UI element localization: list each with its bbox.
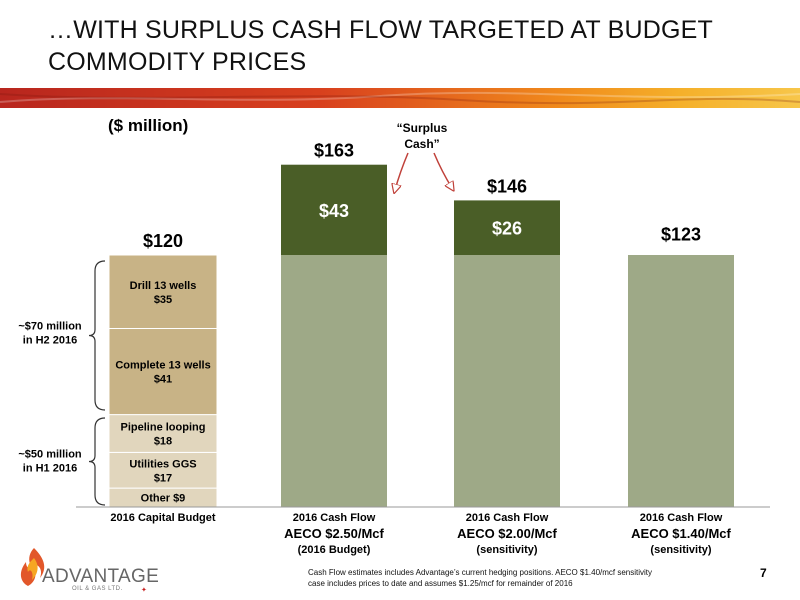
slide-title: …WITH SURPLUS CASH FLOW TARGETED AT BUDG… <box>48 16 713 76</box>
header-band <box>0 88 800 108</box>
surplus-cash-bar <box>454 200 560 255</box>
surplus-cash-bar <box>281 164 387 255</box>
bar-total-label: $123 <box>661 225 701 245</box>
category-label-line3: (sensitivity) <box>650 544 711 556</box>
category-label-line1: 2016 Cash Flow <box>640 512 723 524</box>
h1-annotation-line2: in H1 2016 <box>23 463 77 475</box>
bar-total-label: $120 <box>143 231 183 251</box>
category-label-line2: AECO $1.40/Mcf <box>631 526 731 541</box>
surplus-arrow-right <box>433 152 452 188</box>
budget-segment-bar <box>108 328 218 416</box>
flame-icon <box>20 548 45 586</box>
budget-segment-label: Drill 13 wells <box>130 280 197 292</box>
footnote: Cash Flow estimates includes Advantage’s… <box>308 567 728 589</box>
h1-brace <box>88 417 106 506</box>
h2-annotation-line1: ~$70 million <box>18 321 82 333</box>
category-label-line3: (2016 Budget) <box>298 544 371 556</box>
budget-segment-bar <box>108 414 218 453</box>
maple-leaf-icon: ✦ <box>141 587 147 594</box>
surplus-value-label: $43 <box>319 201 349 221</box>
h2-brace <box>88 260 106 411</box>
cash-flow-chart: Other $9 Utilities GGS $17 Pipeline looping… <box>18 121 770 556</box>
cash-flow-base-bar <box>281 255 387 507</box>
category-label-line3: (sensitivity) <box>476 544 537 556</box>
band-texture <box>0 91 800 105</box>
category-label-line1: 2016 Cash Flow <box>466 512 549 524</box>
unit-label: ($ million) <box>108 116 189 135</box>
category-label-line2: AECO $2.50/Mcf <box>284 526 384 541</box>
budget-segment-bar <box>108 254 218 329</box>
surplus-callout-line2: Cash” <box>404 137 439 151</box>
cash-flow-base-bar <box>628 255 734 507</box>
footnote-line-2: case includes prices to date and assumes… <box>308 579 573 588</box>
budget-segment-label: Pipeline looping <box>121 422 206 434</box>
category-label-line1: 2016 Capital Budget <box>110 512 215 524</box>
budget-segment-value: $18 <box>154 436 172 448</box>
category-label-line1: 2016 Cash Flow <box>293 512 376 524</box>
page-number: 7 <box>760 566 767 580</box>
budget-segment-label: Utilities GGS <box>129 458 196 470</box>
cash-flow-base-bar <box>454 255 560 507</box>
budget-segment-value: $35 <box>154 294 172 306</box>
footnote-line-1: Cash Flow estimates includes Advantage’s… <box>308 568 653 577</box>
logo-subtext: OIL & GAS LTD. <box>72 586 123 592</box>
logo-text: ADVANTAGE <box>42 566 160 587</box>
h2-annotation-line2: in H2 2016 <box>23 335 77 347</box>
bar-total-label: $163 <box>314 141 354 161</box>
company-logo: ADVANTAGE OIL & GAS LTD. ✦ <box>14 544 164 594</box>
bar-total-label: $146 <box>487 176 527 196</box>
budget-segment-value: $41 <box>154 374 172 386</box>
surplus-callout-line1: “Surplus <box>397 121 448 135</box>
budget-segment-bar <box>108 451 218 489</box>
budget-segment-value: $17 <box>154 472 172 484</box>
surplus-value-label: $26 <box>492 219 522 239</box>
category-label-line2: AECO $2.00/Mcf <box>457 526 557 541</box>
budget-segment-label: Complete 13 wells <box>115 360 210 372</box>
surplus-arrow-left <box>395 152 409 190</box>
budget-segment-label: Other $9 <box>141 493 186 505</box>
h1-annotation-line1: ~$50 million <box>18 449 82 461</box>
